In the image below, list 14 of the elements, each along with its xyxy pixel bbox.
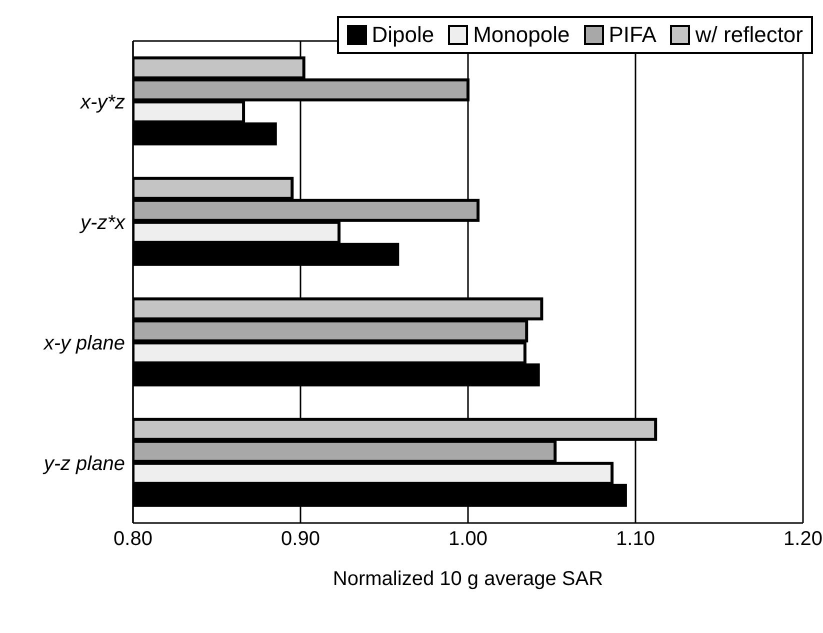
- x-tick-label: 0.90: [281, 528, 320, 550]
- x-tick-label: 1.20: [784, 528, 822, 550]
- y-tick-label: x-y*z: [80, 91, 125, 114]
- legend-label: Dipole: [372, 22, 434, 48]
- x-tick-label: 0.80: [114, 528, 152, 550]
- x-tick-label: 1.10: [616, 528, 655, 550]
- y-tick-label: y-z plane: [42, 452, 125, 475]
- y-tick-label: x-y plane: [42, 332, 125, 354]
- x-tick-label: 1.00: [448, 528, 488, 550]
- legend-label: w/ reflector: [695, 22, 803, 48]
- legend-label: Monopole: [473, 22, 570, 48]
- x-axis-title: Normalized 10 g average SAR: [332, 568, 604, 590]
- legend-label: PIFA: [608, 22, 656, 48]
- y-tick-label: y-z*x: [78, 212, 126, 234]
